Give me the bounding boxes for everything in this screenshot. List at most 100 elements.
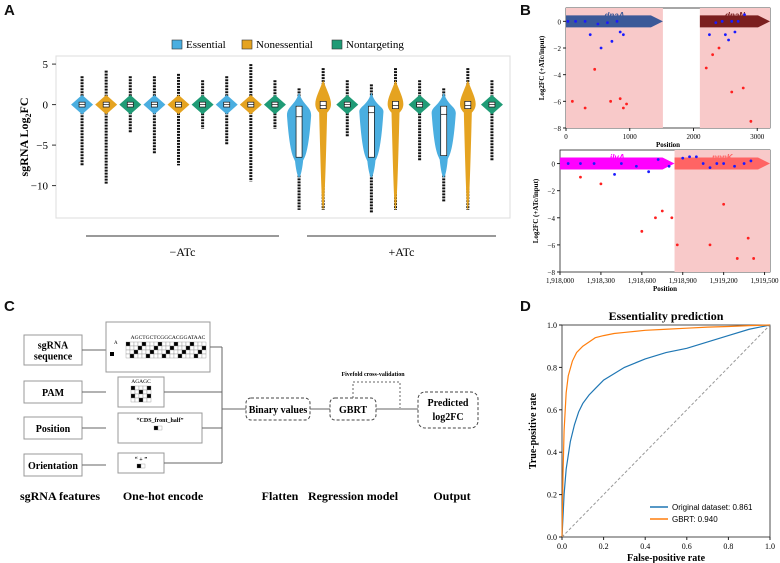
flatten-label: Binary values (249, 405, 308, 416)
gene-arrow (560, 157, 675, 170)
y-axis-label: Log2FC (+ATc/input) (532, 178, 540, 243)
y-tick-label: −5 (36, 140, 48, 152)
data-point-blue (596, 22, 600, 26)
y-tick-label: −2 (548, 188, 556, 196)
y-tick-label: 0 (43, 100, 49, 112)
data-point-blue (566, 162, 570, 165)
gene-label: ppnK (711, 153, 734, 162)
violin-body (387, 80, 404, 210)
violin-group (315, 68, 332, 210)
violin-box (368, 105, 375, 158)
pam-label: AGAGC (131, 379, 151, 385)
step-caption: Regression model (308, 489, 399, 503)
feature-label: PAM (42, 388, 65, 399)
data-point-blue (736, 19, 740, 23)
data-point-blue (656, 158, 660, 161)
gene-label: dnaA (604, 11, 624, 20)
y-tick-label: 0 (558, 18, 562, 26)
data-point-blue (727, 38, 730, 42)
data-point-blue (599, 46, 603, 50)
one-hot-cell (157, 425, 163, 431)
data-point-red (749, 119, 753, 123)
step-caption: Flatten (262, 489, 299, 503)
legend-swatch (241, 39, 253, 50)
panel-label-d: D (520, 298, 531, 315)
data-point-blue (613, 173, 616, 176)
data-point-red (746, 236, 750, 240)
data-point-red (670, 216, 674, 220)
y-tick-label: −4 (554, 72, 562, 80)
output-box (417, 391, 479, 429)
data-point-blue (701, 162, 705, 165)
data-point-red (654, 216, 657, 220)
legend-entry: Nontargeting (346, 39, 404, 51)
data-point-blue (667, 164, 671, 168)
data-point-red (675, 243, 679, 247)
violin-group (480, 80, 503, 162)
data-point-red (730, 90, 734, 94)
data-point-blue (619, 162, 623, 165)
y-axis-label: Log2FC (+ATc/input) (538, 35, 546, 100)
gene-arrow (566, 15, 663, 28)
data-point-red (640, 229, 644, 233)
legend-entry: Essential (186, 39, 226, 51)
legend-swatch (171, 39, 183, 50)
condition-label: +ATc (389, 245, 415, 259)
one-hot-cell (146, 397, 152, 403)
data-point-red (593, 67, 597, 71)
violin-group (71, 76, 94, 166)
data-point-blue (583, 19, 587, 23)
violin-group (167, 73, 190, 166)
y-tick-label: 1.0 (547, 321, 557, 330)
violin-group (95, 70, 118, 184)
data-point-blue (688, 155, 691, 159)
data-point-blue (733, 164, 736, 168)
legend-entry: Nonessential (256, 39, 313, 51)
gene-label: dnaN (725, 11, 745, 20)
gene-label: ilvA (610, 153, 625, 162)
y-tick-label: −2 (554, 45, 562, 53)
violin-group (239, 64, 262, 182)
data-point-red (618, 97, 622, 101)
orientation-label: “ + ” (135, 457, 147, 463)
data-point-red (625, 102, 628, 106)
data-point-blue (720, 19, 724, 23)
roc-curve (561, 324, 771, 538)
y-tick-label: 0.2 (547, 491, 557, 500)
y-tick-label: −6 (548, 242, 556, 250)
output-label: Predicted (428, 398, 469, 409)
x-tick-label: 0 (564, 133, 568, 141)
data-point-red (711, 53, 715, 57)
data-point-blue (592, 162, 596, 165)
output-label: log2FC (432, 412, 463, 423)
feature-label: sequence (34, 352, 73, 363)
violin-body (459, 80, 476, 210)
condition-label: −ATc (170, 245, 196, 259)
gene-arrow (699, 15, 770, 28)
y-tick-label: −8 (548, 269, 556, 277)
one-hot-grid (110, 341, 207, 469)
data-point-blue (708, 166, 712, 170)
data-point-red (722, 202, 726, 206)
step-caption: One-hot encode (123, 489, 204, 503)
data-point-blue (749, 159, 753, 163)
encode-prefix: A (114, 341, 118, 346)
x-tick-label: 1,918,900 (669, 277, 698, 285)
violin-group (408, 80, 431, 162)
cv-arrow (352, 381, 401, 408)
data-point-blue (681, 156, 685, 160)
violin-group (263, 80, 286, 129)
y-tick-label: 0.8 (547, 363, 557, 372)
data-point-blue (647, 170, 651, 174)
violin-box (295, 105, 303, 158)
x-tick-label: 3000 (750, 133, 765, 141)
y-tick-label: 5 (43, 59, 49, 71)
panel-label-b: B (520, 2, 531, 19)
feature-label: Orientation (28, 461, 78, 472)
data-point-blue (722, 162, 726, 165)
data-point-blue (708, 33, 711, 37)
feature-label: sgRNA (38, 341, 69, 352)
chart-title: Essentiality prediction (609, 309, 724, 323)
data-point-red (660, 209, 664, 213)
